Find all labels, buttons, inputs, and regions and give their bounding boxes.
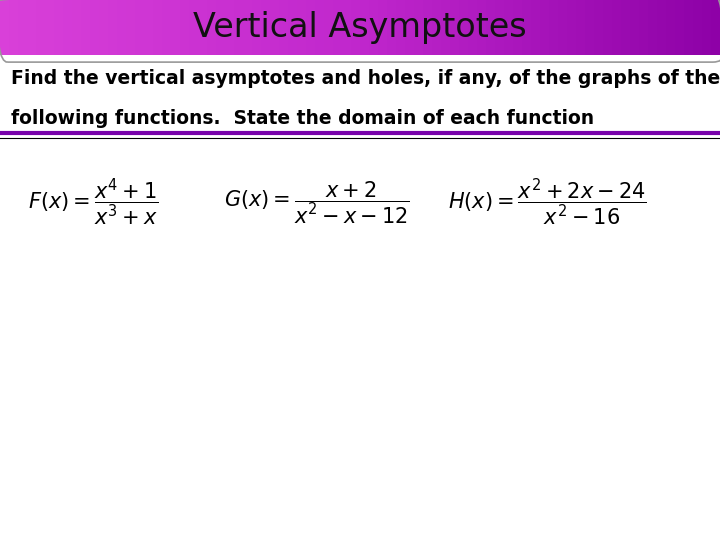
Bar [612,0,621,55]
Bar [351,0,361,55]
Bar [9,0,19,55]
Bar [180,0,190,55]
Bar [693,0,703,55]
Bar [252,0,262,55]
Bar [504,0,513,55]
Bar [126,0,135,55]
Bar [360,0,370,55]
Bar [423,0,433,55]
Bar [378,0,387,55]
Bar [279,0,289,55]
Bar [234,0,243,55]
Bar [216,0,226,55]
Bar [45,0,55,55]
Bar [342,0,352,55]
Bar [171,0,181,55]
Bar [288,0,298,55]
Bar [54,0,63,55]
Bar [531,0,541,55]
Bar [198,0,208,55]
Text: $H(x)=\dfrac{x^2+2x-24}{x^2-16}$: $H(x)=\dfrac{x^2+2x-24}{x^2-16}$ [448,177,647,228]
Bar [675,0,685,55]
Bar [432,0,441,55]
Text: following functions.  State the domain of each function: following functions. State the domain of… [11,109,594,128]
Bar [414,0,423,55]
Bar [117,0,127,55]
Bar [72,0,82,55]
Bar [306,0,316,55]
Bar [495,0,505,55]
Bar [99,0,109,55]
Text: Find the vertical asymptotes and holes, if any, of the graphs of the: Find the vertical asymptotes and holes, … [11,69,720,87]
Bar [270,0,280,55]
Bar [459,0,469,55]
Bar [297,0,307,55]
Bar [648,0,657,55]
Bar [243,0,253,55]
Bar [477,0,487,55]
Bar [81,0,91,55]
Bar [27,0,37,55]
Bar [387,0,397,55]
Bar [567,0,577,55]
Bar [261,0,271,55]
Bar [603,0,613,55]
Bar [576,0,585,55]
Bar [36,0,46,55]
Bar [468,0,478,55]
Bar [189,0,199,55]
Bar [162,0,172,55]
Bar [630,0,639,55]
Bar [333,0,343,55]
Bar [549,0,559,55]
Bar [63,0,73,55]
Text: Vertical Asymptotes: Vertical Asymptotes [193,11,527,44]
Bar [90,0,99,55]
Text: $F(x)=\dfrac{x^4+1}{x^3+x}$: $F(x)=\dfrac{x^4+1}{x^3+x}$ [28,177,159,228]
Bar [585,0,595,55]
Bar [639,0,649,55]
Bar [684,0,693,55]
Bar [540,0,550,55]
Bar [324,0,334,55]
Bar [207,0,217,55]
Bar [522,0,531,55]
Bar [702,0,711,55]
Bar [396,0,406,55]
Bar [486,0,496,55]
Bar [315,0,325,55]
Bar [594,0,603,55]
Bar [657,0,667,55]
Text: $G(x)=\dfrac{x+2}{x^2-x-12}$: $G(x)=\dfrac{x+2}{x^2-x-12}$ [224,179,410,226]
Bar [711,0,720,55]
Bar [621,0,631,55]
Bar [225,0,235,55]
Bar [18,0,28,55]
Bar [666,0,675,55]
Bar [441,0,451,55]
Bar [135,0,145,55]
Bar [558,0,567,55]
Bar [153,0,163,55]
Bar [450,0,459,55]
Bar [405,0,415,55]
Bar [144,0,154,55]
Bar [369,0,379,55]
Bar [0,0,10,55]
Bar [108,0,118,55]
Bar [513,0,523,55]
